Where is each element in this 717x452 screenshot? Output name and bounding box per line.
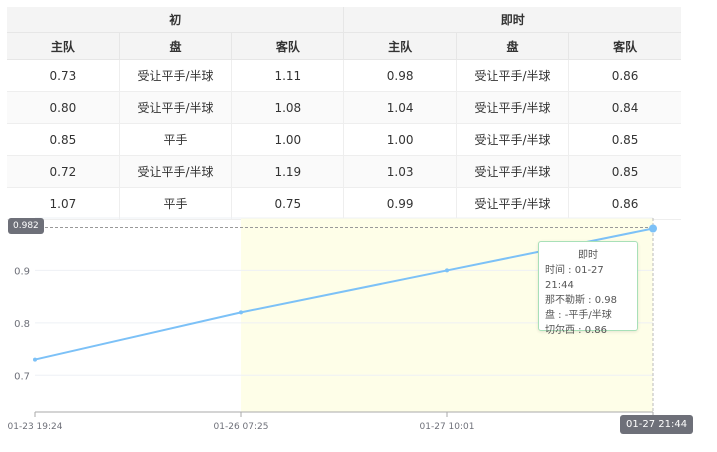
table-cell: 0.86 <box>568 59 681 92</box>
table-cell: 1.00 <box>343 123 457 156</box>
table-cell: 受让平手/半球 <box>455 155 570 188</box>
column-header: 客队 <box>231 32 345 60</box>
data-point <box>239 310 243 315</box>
table-cell: 受让平手/半球 <box>118 59 233 92</box>
table-row: 0.85 平手 1.00 1.00 受让平手/半球 0.85 <box>7 123 681 156</box>
table-row: 0.73 受让平手/半球 1.11 0.98 受让平手/半球 0.86 <box>7 59 681 92</box>
table-cell: 1.00 <box>231 123 345 156</box>
tooltip-line: 盘 : -平手/半球 <box>545 310 612 321</box>
table-cell: 0.85 <box>7 123 120 156</box>
group-header: 初 <box>7 7 345 33</box>
odds-table: 初即时 主队盘客队 主队盘客队 0.73 受让平手/半球 1.11 0.98 受让平手/半… <box>7 7 681 220</box>
table-cell: 0.84 <box>568 91 681 124</box>
table-cell: 0.73 <box>7 59 120 92</box>
y-tick-label: 0.7 <box>14 371 30 382</box>
column-header: 主队 <box>7 32 120 60</box>
table-cell: 受让平手/半球 <box>118 91 233 124</box>
x-tick-label: 01-23 19:24 <box>8 422 63 432</box>
table-row: 0.80 受让平手/半球 1.08 1.04 受让平手/半球 0.84 <box>7 91 681 124</box>
table-cell: 受让平手/半球 <box>455 91 570 124</box>
table-cell: 受让平手/半球 <box>118 155 233 188</box>
table-cell: 平手 <box>118 123 233 156</box>
table-cell: 0.98 <box>343 59 457 92</box>
table-row: 0.72 受让平手/半球 1.19 1.03 受让平手/半球 0.85 <box>7 155 681 188</box>
column-header: 盘 <box>455 32 570 60</box>
x-pointer-label: 01-27 21:44 <box>620 415 694 434</box>
table-cell: 0.86 <box>568 187 681 220</box>
y-tick-label: 0.8 <box>14 319 30 330</box>
table-cell: 受让平手/半球 <box>455 59 570 92</box>
x-tick-label: 01-26 07:25 <box>214 422 269 432</box>
column-header: 客队 <box>568 32 681 60</box>
table-cell: 0.85 <box>568 155 681 188</box>
table-cell: 0.72 <box>7 155 120 188</box>
y-pointer-label: 0.982 <box>8 218 44 234</box>
data-point <box>649 224 657 233</box>
table-cell: 1.08 <box>231 91 345 124</box>
tooltip-line: 切尔西 : 0.86 <box>545 325 607 336</box>
data-point <box>33 357 37 362</box>
y-tick-label: 0.9 <box>14 266 30 277</box>
x-tick-label: 01-27 10:01 <box>420 422 475 432</box>
table-cell: 0.85 <box>568 123 681 156</box>
table-cell: 1.03 <box>343 155 457 188</box>
table-cell: 1.04 <box>343 91 457 124</box>
table-cell: 0.99 <box>343 187 457 220</box>
table-cell: 1.11 <box>231 59 345 92</box>
table-cell: 1.19 <box>231 155 345 188</box>
tooltip-line: 时间 : 01-27 21:44 <box>545 265 604 291</box>
data-point <box>445 268 449 273</box>
chart-tooltip: 即时 时间 : 01-27 21:44 那不勒斯 : 0.98 盘 : -平手/… <box>538 241 638 336</box>
table-cell: 1.07 <box>7 187 120 220</box>
tooltip-line: 那不勒斯 : 0.98 <box>545 295 617 306</box>
table-cell: 受让平手/半球 <box>455 123 570 156</box>
group-header: 即时 <box>343 7 681 33</box>
tooltip-title: 即时 <box>578 250 598 261</box>
column-header: 主队 <box>343 32 457 60</box>
table-cell: 0.80 <box>7 91 120 124</box>
column-header: 盘 <box>118 32 233 60</box>
